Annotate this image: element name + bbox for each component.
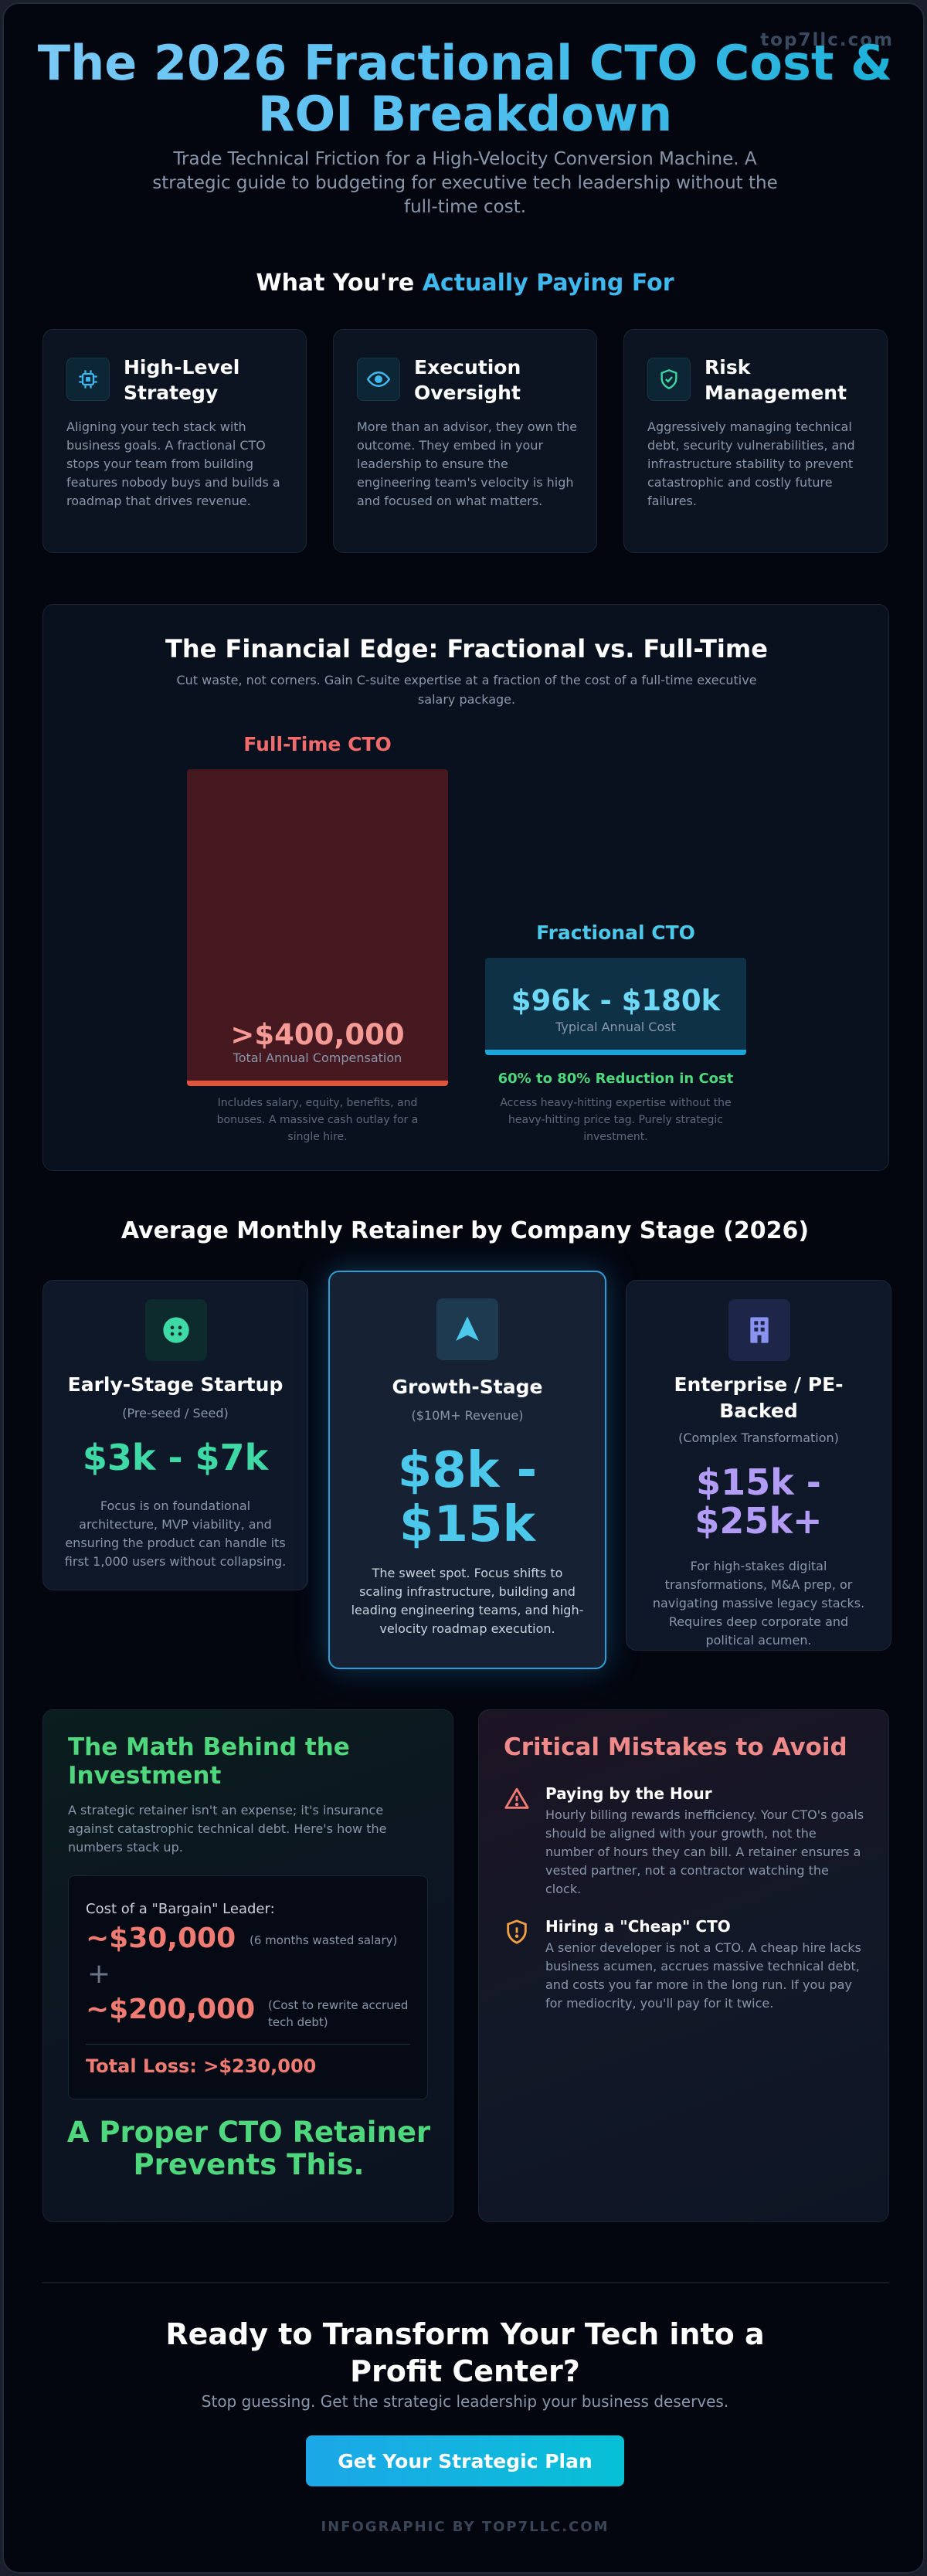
paying-for-heading-prefix: What You're [256, 270, 415, 297]
math-title: The Math Behind the Investment [68, 1733, 350, 1790]
calc-label: Cost of a "Bargain" Leader: [86, 1901, 275, 1917]
stage-card-growth: Growth-Stage ($10M+ Revenue) $8k - $15k … [328, 1271, 606, 1669]
math-description: A strategic retainer isn't an expense; i… [68, 1803, 387, 1855]
cost-calculation-box: Cost of a "Bargain" Leader: ~$30,000 (6 … [68, 1875, 428, 2099]
financial-edge-title: The Financial Edge: Fractional vs. Full-… [165, 634, 768, 664]
wasted-salary-amount: ~$30,000 [86, 1923, 236, 1954]
pillar-description: Aligning your tech stack with business g… [66, 419, 280, 508]
get-strategic-plan-button[interactable]: Get Your Strategic Plan [306, 2435, 624, 2486]
paying-for-heading-accent: Actually Paying For [422, 270, 674, 297]
stage-card-early: Early-Stage Startup (Pre-seed / Seed) $3… [42, 1280, 308, 1590]
page-subtitle: Trade Technical Friction for a High-Velo… [152, 149, 778, 217]
full-time-note: Includes salary, equity, benefits, and b… [216, 1097, 419, 1143]
watermark: top7llc.com [760, 30, 894, 50]
stage-card-enterprise: Enterprise / PE-Backed (Complex Transfor… [626, 1280, 891, 1651]
page-title: The 2026 Fractional CTO Cost & ROI Break… [4, 38, 923, 140]
pillar-card-risk: Risk Management Aggressively managing te… [623, 329, 888, 553]
mistake-title: Paying by the Hour [545, 1784, 712, 1803]
financial-edge-panel: The Financial Edge: Fractional vs. Full-… [42, 604, 889, 1171]
stage-description: The sweet spot. Focus shifts to scaling … [351, 1566, 584, 1636]
mistake-item-hourly: Paying by the Hour Hourly billing reward… [504, 1784, 867, 1908]
footer-credit: INFOGRAPHIC BY TOP7LLC.COM [321, 2519, 610, 2535]
tech-debt-note: (Cost to rewrite accrued tech debt) [268, 1998, 409, 2029]
retainer-heading: Average Monthly Retainer by Company Stag… [121, 1217, 810, 1244]
stage-description: Focus is on foundational architecture, M… [64, 1498, 287, 1569]
pillar-card-oversight: Execution Oversight More than an advisor… [333, 329, 597, 553]
rocket-icon [436, 1298, 498, 1360]
paying-for-heading: What You're Actually Paying For [4, 270, 923, 297]
wasted-salary-note: (6 months wasted salary) [250, 1933, 398, 1947]
cta-title: Ready to Transform Your Tech into a Prof… [4, 2316, 923, 2390]
full-time-caption: Total Annual Compensation [233, 1050, 402, 1065]
cta-subtitle: Stop guessing. Get the strategic leaders… [201, 2392, 729, 2411]
pillar-description: Aggressively managing technical debt, se… [647, 419, 855, 508]
full-time-bar: >$400,000 Total Annual Compensation [187, 769, 448, 1086]
fractional-caption: Typical Annual Cost [555, 1020, 676, 1034]
pillar-title: Execution Oversight [414, 356, 521, 404]
section-divider [42, 2282, 889, 2283]
mistake-description: Hourly billing rewards inefficiency. You… [545, 1807, 864, 1896]
tech-debt-amount: ~$200,000 [86, 1994, 256, 2025]
pillar-card-strategy: High-Level Strategy Aligning your tech s… [42, 329, 307, 553]
plus-sign: + [87, 1958, 111, 1990]
stage-description: For high-stakes digital transformations,… [652, 1559, 865, 1648]
mistake-description: A senior developer is not a CTO. A cheap… [545, 1940, 861, 2011]
pillar-title: High-Level Strategy [124, 356, 240, 404]
pillar-title: Risk Management [705, 356, 847, 404]
building-icon [728, 1299, 790, 1361]
math-panel: The Math Behind the Investment A strateg… [42, 1709, 453, 2222]
stage-price: $3k - $7k [82, 1437, 269, 1478]
full-time-value: >$400,000 [230, 1018, 405, 1051]
fractional-value: $96k - $180k [511, 984, 721, 1017]
shield-alert-icon [507, 1919, 527, 1944]
full-time-label: Full-Time CTO [243, 733, 392, 755]
stage-subtitle: (Pre-seed / Seed) [122, 1406, 229, 1420]
mistake-item-cheap: Hiring a "Cheap" CTO A senior developer … [504, 1917, 867, 2025]
warning-icon [504, 1787, 529, 1809]
math-conclusion: A Proper CTO Retainer Prevents This. [66, 2116, 431, 2181]
stage-title: Early-Stage Startup [67, 1373, 284, 1396]
stage-price: $8k - $15k [397, 1442, 538, 1553]
pillar-description: More than an advisor, they own the outco… [357, 419, 578, 508]
cta-title-text: Ready to Transform Your Tech into a Prof… [165, 2317, 765, 2388]
mistakes-panel: Critical Mistakes to Avoid Paying by the… [478, 1709, 889, 2222]
mistakes-title: Critical Mistakes to Avoid [504, 1733, 847, 1761]
face-icon [145, 1299, 207, 1361]
financial-edge-subtitle: Cut waste, not corners. Gain C-suite exp… [176, 673, 757, 707]
chip-icon [66, 358, 110, 401]
fractional-note: Access heavy-hitting expertise without t… [500, 1097, 732, 1143]
stage-title: Growth-Stage [392, 1376, 543, 1398]
stage-subtitle: (Complex Transformation) [678, 1431, 839, 1445]
stage-price: $15k - $25k+ [694, 1461, 823, 1542]
shield-check-icon [647, 358, 691, 401]
cost-reduction-label: 60% to 80% Reduction in Cost [497, 1071, 734, 1087]
stage-title: Enterprise / PE-Backed [674, 1373, 844, 1422]
mistake-title: Hiring a "Cheap" CTO [545, 1917, 731, 1936]
eye-icon [357, 358, 400, 401]
calc-divider [86, 2044, 410, 2045]
fractional-bar: $96k - $180k Typical Annual Cost [485, 958, 746, 1055]
stage-subtitle: ($10M+ Revenue) [411, 1408, 524, 1423]
total-loss: Total Loss: >$230,000 [86, 2055, 317, 2077]
fractional-label: Fractional CTO [536, 921, 695, 944]
